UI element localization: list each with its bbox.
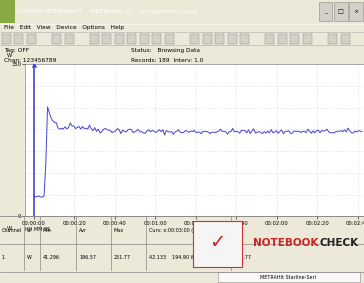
Bar <box>349 2 363 21</box>
Bar <box>127 34 136 44</box>
Text: Curs: x:00:03:00 (+03:33): Curs: x:00:03:00 (+03:33) <box>149 228 213 233</box>
Bar <box>278 34 287 44</box>
Text: W: W <box>27 255 31 260</box>
Text: 42.133    194.90 W: 42.133 194.90 W <box>149 255 195 260</box>
Bar <box>102 34 111 44</box>
Text: ×: × <box>353 9 359 14</box>
Text: NOTEBOOK: NOTEBOOK <box>253 238 318 248</box>
Text: W: W <box>7 53 12 58</box>
Bar <box>334 2 348 21</box>
Text: Records: 189  Interv: 1.0: Records: 189 Interv: 1.0 <box>131 58 203 63</box>
Bar <box>2 34 11 44</box>
Text: 152.77: 152.77 <box>234 255 251 260</box>
Text: _: _ <box>324 9 327 14</box>
Text: HH MM SS: HH MM SS <box>25 227 51 232</box>
Bar <box>64 34 74 44</box>
Bar <box>140 34 149 44</box>
Bar <box>228 34 237 44</box>
Bar <box>240 34 249 44</box>
Text: CHECK: CHECK <box>320 238 359 248</box>
Bar <box>190 34 199 44</box>
Text: 41.296: 41.296 <box>43 255 60 260</box>
Bar <box>115 34 124 44</box>
Text: Tag: OFF: Tag: OFF <box>4 48 29 53</box>
Text: ✓: ✓ <box>209 233 225 252</box>
Text: 1: 1 <box>1 255 5 260</box>
Text: File   Edit   View   Device   Options   Help: File Edit View Device Options Help <box>4 25 124 30</box>
Bar <box>215 34 224 44</box>
Text: METRAHit Starline-Seri: METRAHit Starline-Seri <box>260 275 316 280</box>
Bar <box>303 34 312 44</box>
Text: Status:   Browsing Data: Status: Browsing Data <box>131 48 200 53</box>
Bar <box>0 0 15 23</box>
Bar <box>90 34 99 44</box>
Text: □: □ <box>338 9 344 14</box>
Text: 251.77: 251.77 <box>114 255 131 260</box>
Text: Min: Min <box>43 228 52 233</box>
Bar <box>290 34 300 44</box>
Bar <box>165 34 174 44</box>
Text: Chan: 123456789: Chan: 123456789 <box>4 58 56 63</box>
Text: Avr: Avr <box>79 228 87 233</box>
Text: W: W <box>7 226 12 231</box>
Bar <box>14 34 23 44</box>
Text: w: w <box>27 228 31 233</box>
Bar <box>341 34 350 44</box>
Bar <box>27 34 36 44</box>
Bar <box>193 221 242 267</box>
Bar <box>153 34 162 44</box>
Text: Max: Max <box>114 228 124 233</box>
Bar <box>318 2 332 21</box>
Bar <box>218 272 360 282</box>
Text: 196.57: 196.57 <box>79 255 96 260</box>
Text: GOSSEN METRAWATT    METRAwin 10    Unregistered copy: GOSSEN METRAWATT METRAwin 10 Unregistere… <box>16 9 198 14</box>
Bar <box>265 34 274 44</box>
Text: Channel: Channel <box>1 228 21 233</box>
Bar <box>52 34 61 44</box>
Bar <box>202 34 211 44</box>
Bar <box>328 34 337 44</box>
